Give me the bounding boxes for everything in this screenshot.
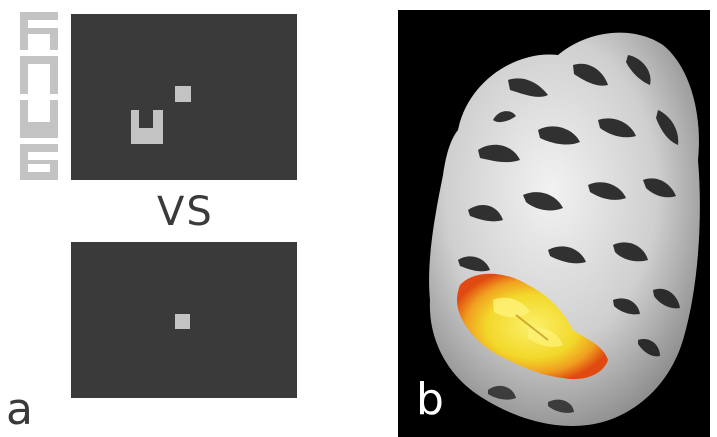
fixation-square bbox=[175, 86, 191, 102]
cortex-surface-render-icon bbox=[429, 32, 700, 426]
stimulus-screen-top bbox=[71, 14, 297, 180]
letter-stimulus-strip-icon bbox=[20, 12, 58, 180]
panel-a-label: a bbox=[6, 384, 33, 435]
fixation-square bbox=[175, 314, 190, 329]
panel-a: VS a bbox=[6, 12, 297, 435]
comparison-text: VS bbox=[157, 189, 214, 235]
stimulus-screen-bottom bbox=[71, 242, 297, 398]
panel-b: b bbox=[398, 10, 710, 437]
panel-b-label: b bbox=[416, 374, 444, 425]
